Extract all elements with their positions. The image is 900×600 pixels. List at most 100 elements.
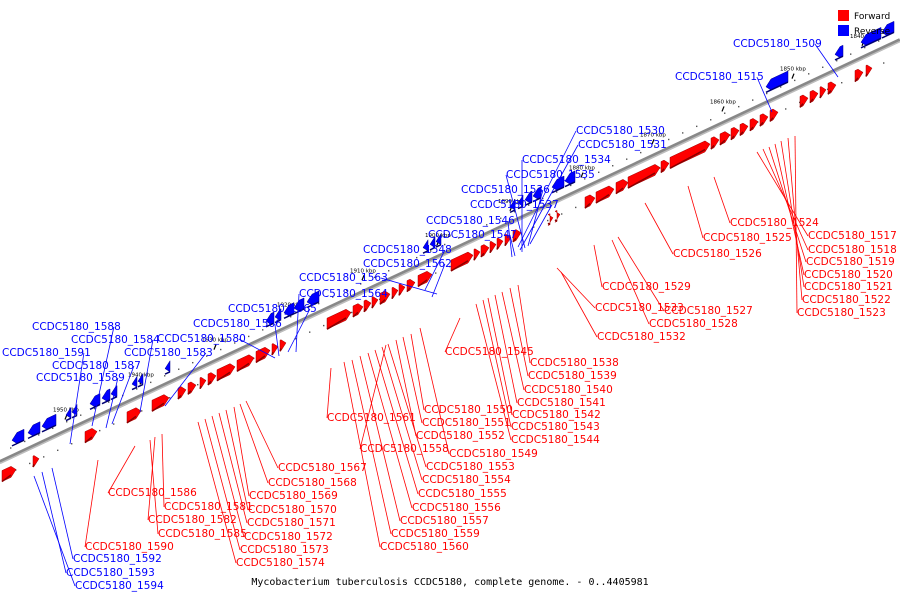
gene-label: CCDC5180_1540 xyxy=(524,384,613,396)
minor-tick xyxy=(533,226,535,228)
minor-tick xyxy=(878,40,880,42)
gene-label: CCDC5180_1545 xyxy=(445,346,534,358)
gene-label: CCDC5180_1539 xyxy=(528,370,617,382)
minor-tick xyxy=(836,60,838,62)
forward-gene-shade xyxy=(719,139,726,146)
minor-tick xyxy=(318,302,320,305)
reverse-gene xyxy=(101,388,111,402)
label-leader xyxy=(359,355,401,522)
gene-label: CCDC5180_1548 xyxy=(363,244,452,256)
tick-mark xyxy=(721,106,725,112)
minor-tick xyxy=(612,165,614,167)
gene-label: CCDC5180_1524 xyxy=(730,217,819,229)
forward-gene xyxy=(669,140,711,169)
reverse-gene-shade xyxy=(265,322,275,328)
forward-gene-shade xyxy=(504,242,507,246)
gene-label: CCDC5180_1509 xyxy=(733,38,822,50)
minor-tick xyxy=(10,447,12,449)
gene-label: CCDC5180_1535 xyxy=(506,169,595,181)
label-leader xyxy=(517,284,531,364)
gene-label: CCDC5180_1572 xyxy=(244,531,333,543)
minor-tick xyxy=(547,219,549,222)
label-leader xyxy=(560,271,598,338)
gene-label: CCDC5180_1534 xyxy=(522,154,611,166)
label-leader xyxy=(359,344,387,450)
forward-gene-shade xyxy=(279,348,282,352)
gene-label: CCDC5180_1588 xyxy=(32,321,121,333)
legend-reverse-label: Reverse xyxy=(854,27,891,37)
forward-gene-shade xyxy=(216,371,231,382)
label-leader xyxy=(509,234,516,257)
forward-gene-shade xyxy=(547,222,551,226)
forward-gene-shade xyxy=(326,317,347,330)
forward-gene xyxy=(1,466,17,482)
minor-tick xyxy=(379,298,381,301)
forward-gene xyxy=(547,213,554,227)
tick-label: 1880 kbp xyxy=(569,166,595,172)
gene-label: CCDC5180_1558 xyxy=(360,443,449,455)
forward-gene-shade xyxy=(854,77,859,83)
reverse-gene xyxy=(65,406,72,419)
gene-label: CCDC5180_1551 xyxy=(422,417,511,429)
minor-tick xyxy=(94,407,96,410)
label-leader xyxy=(644,202,674,255)
reverse-gene-shade xyxy=(422,250,429,254)
reverse-gene-shade xyxy=(27,432,41,440)
reverse-gene-shade xyxy=(131,386,138,391)
minor-tick xyxy=(304,309,306,311)
minor-tick xyxy=(290,316,292,318)
forward-gene-shade xyxy=(819,94,822,99)
gene-label: CCDC5180_1585 xyxy=(158,528,247,540)
gene-label: CCDC5180_1587 xyxy=(52,360,141,372)
forward-gene-shade xyxy=(615,187,624,195)
gene-label: CCDC5180_1591 xyxy=(2,347,91,359)
minor-tick xyxy=(430,250,432,252)
label-leader xyxy=(225,409,249,511)
reverse-gene xyxy=(41,413,57,430)
gene-label: CCDC5180_1559 xyxy=(391,528,480,540)
forward-gene-shade xyxy=(255,355,266,364)
genome-axis xyxy=(0,38,900,465)
label-leader xyxy=(149,439,159,535)
gene-label: CCDC5180_1571 xyxy=(247,517,336,529)
minor-tick xyxy=(29,462,31,465)
gene-label: CCDC5180_1549 xyxy=(449,448,538,460)
minor-tick xyxy=(738,105,740,108)
minor-tick xyxy=(43,456,45,458)
label-leader xyxy=(402,336,423,424)
forward-gene-shade xyxy=(809,98,814,104)
minor-tick xyxy=(416,256,418,259)
label-leader xyxy=(233,406,250,497)
legend-reverse-swatch xyxy=(838,25,849,36)
label-leader xyxy=(351,359,392,535)
minor-tick xyxy=(668,138,670,141)
minor-tick xyxy=(52,427,54,430)
gene-label: CCDC5180_1533 xyxy=(595,302,684,314)
label-leader xyxy=(419,327,450,455)
minor-tick xyxy=(626,158,628,160)
gene-label: CCDC5180_1586 xyxy=(108,487,197,499)
label-leader xyxy=(107,445,136,494)
reverse-gene xyxy=(435,232,442,246)
minor-tick xyxy=(883,62,885,64)
gene-label: CCDC5180_1538 xyxy=(530,357,619,369)
reverse-gene-shade xyxy=(164,371,171,375)
label-leader xyxy=(343,361,381,548)
label-leader xyxy=(218,412,248,524)
tick-label: 1940 kbp xyxy=(128,372,154,378)
forward-gene-shade xyxy=(126,415,137,424)
label-leader xyxy=(367,352,413,509)
reverse-gene-shade xyxy=(306,301,320,309)
label-leader xyxy=(814,43,839,78)
label-leader xyxy=(431,263,446,298)
label-leader xyxy=(527,189,544,247)
gene-label: CCDC5180_1550 xyxy=(424,404,513,416)
label-leader xyxy=(424,249,446,291)
minor-tick xyxy=(696,125,698,128)
reverse-gene-shade xyxy=(532,197,542,203)
reverse-gene xyxy=(564,170,576,185)
minor-tick xyxy=(598,171,600,174)
minor-tick xyxy=(654,145,656,147)
minor-tick xyxy=(472,230,474,233)
minor-tick xyxy=(295,338,297,340)
